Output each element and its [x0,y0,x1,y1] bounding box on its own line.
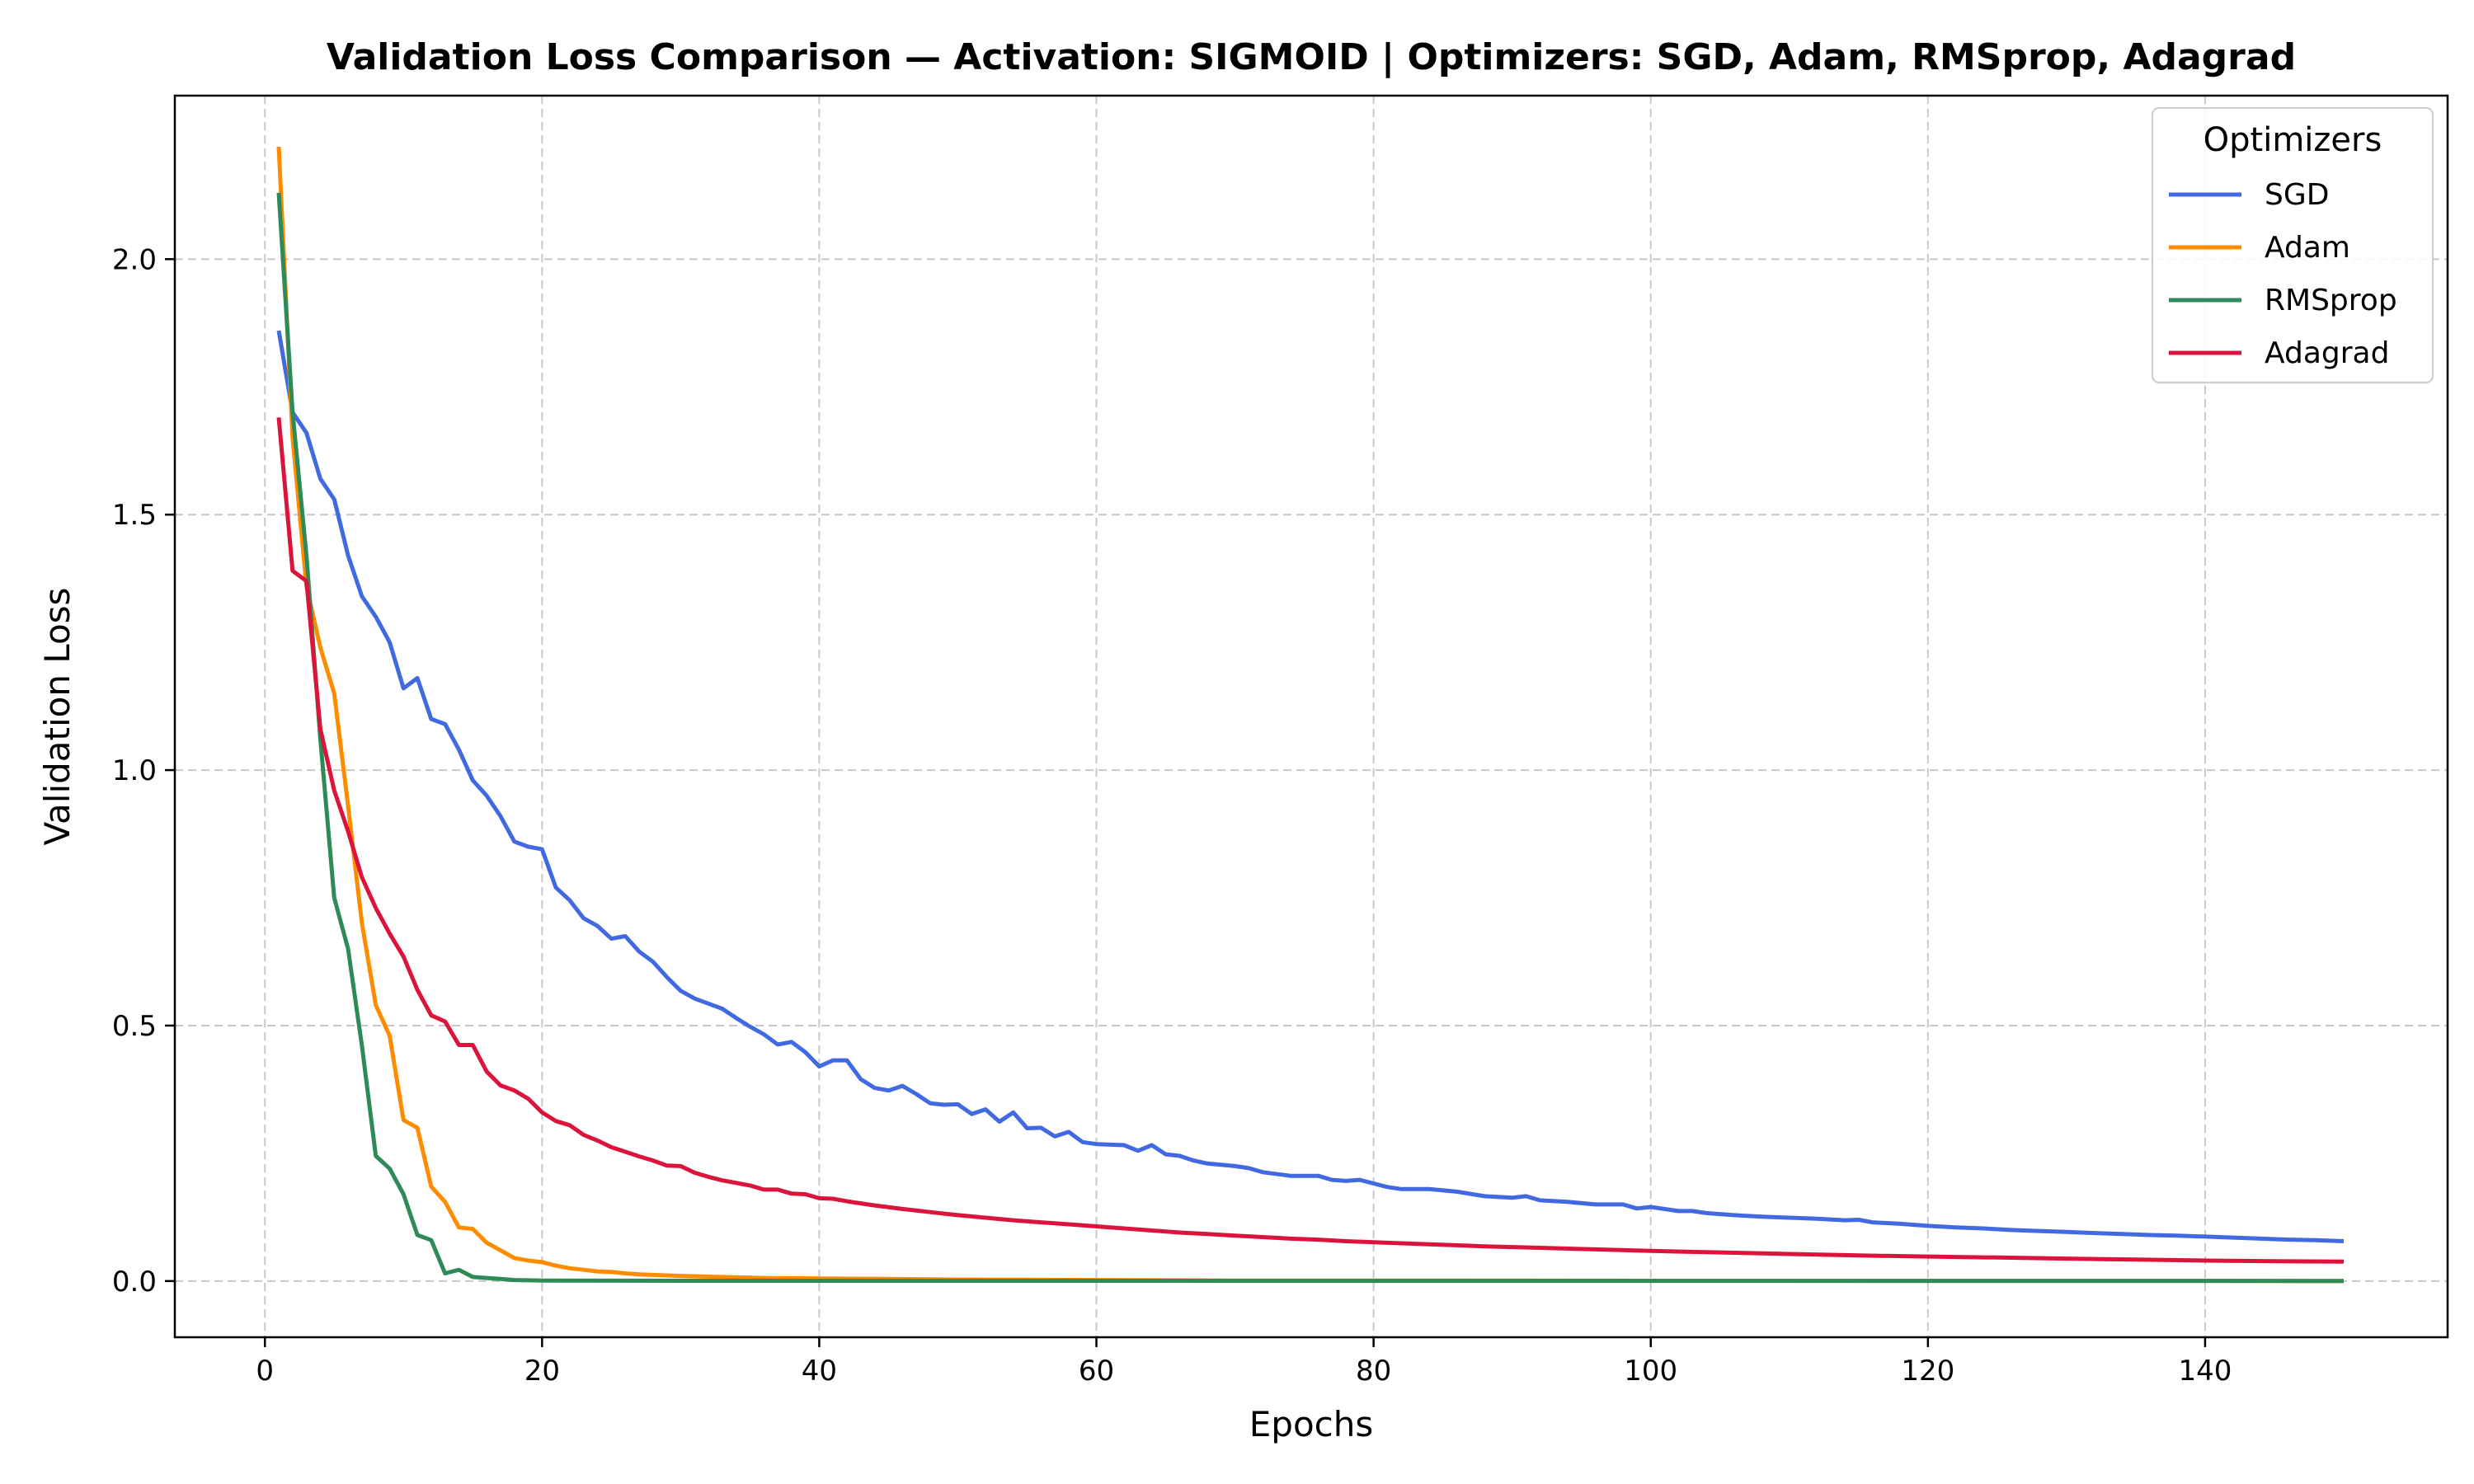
x-tick-label: 20 [524,1355,560,1388]
x-tick-label: 40 [802,1355,837,1388]
legend-entries: SGD Adam RMSprop Adagrad [2169,178,2397,370]
chart-title: Validation Loss Comparison — Activation:… [327,36,2296,78]
x-tick-label: 0 [256,1355,274,1388]
y-axis-ticks: 0.0 0.5 1.0 1.5 2.0 [112,243,175,1298]
y-tick-label: 0.5 [112,1010,157,1043]
y-tick-label: 2.0 [112,243,157,276]
x-tick-label: 140 [2178,1355,2232,1388]
legend-label-sgd: SGD [2265,178,2329,212]
series-line-sgd [276,330,2345,1243]
x-tick-label: 100 [1624,1355,1677,1388]
legend-label-adagrad: Adagrad [2265,336,2389,370]
x-tick-label: 80 [1356,1355,1391,1388]
legend: Optimizers SGD Adam RMSprop Adagrad [2152,107,2434,383]
y-tick-label: 1.0 [112,754,157,787]
series-lines [276,146,2345,1284]
y-tick-label: 0.0 [112,1266,157,1298]
series-line-adagrad [276,417,2345,1264]
x-tick-label: 60 [1079,1355,1114,1388]
legend-title: Optimizers [2204,121,2382,159]
legend-label-rmsprop: RMSprop [2265,284,2397,317]
series-line-rmsprop [276,192,2345,1284]
y-tick-label: 1.5 [112,499,157,532]
x-axis-ticks: 0 20 40 60 80 100 120 140 [256,1337,2232,1388]
legend-box [2152,107,2434,383]
y-axis-label: Validation Loss [37,588,78,846]
x-tick-label: 120 [1901,1355,1954,1388]
plot-frame [173,94,2449,1339]
legend-label-adam: Adam [2265,231,2350,265]
x-axis-label: Epochs [1249,1404,1374,1444]
